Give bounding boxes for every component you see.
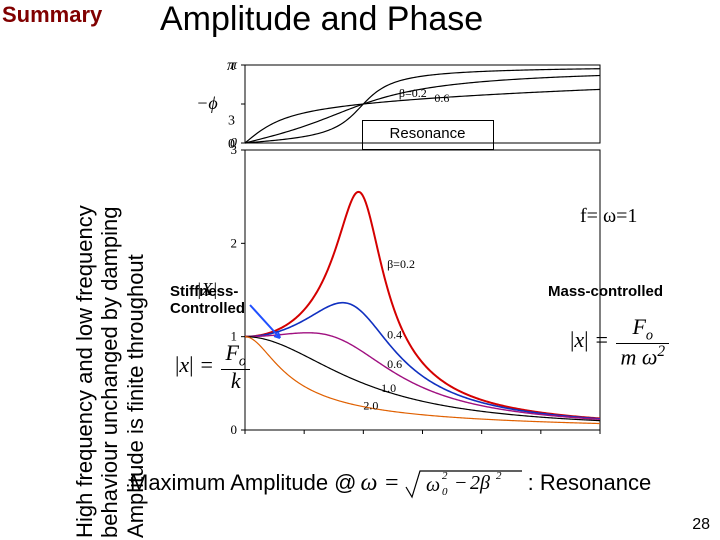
- summary-label: Summary: [2, 2, 102, 28]
- svg-text:π: π: [227, 57, 236, 74]
- svg-text:1.0: 1.0: [381, 381, 396, 395]
- mass-label: Mass-controlled: [548, 283, 663, 300]
- svg-text:−: −: [454, 472, 468, 494]
- svg-text:2β: 2β: [470, 472, 490, 494]
- svg-text:0.6: 0.6: [387, 357, 402, 371]
- page-number: 28: [692, 516, 710, 534]
- svg-text:β=0.2: β=0.2: [387, 257, 415, 271]
- svg-text:0.5: 0.5: [296, 434, 312, 435]
- equation-stiffness: |x| = Fo k: [175, 342, 250, 392]
- svg-text:2: 2: [478, 434, 485, 435]
- omega-expr: ω = ω 0 2 − 2β 2: [361, 463, 524, 503]
- side-line-1: High frequency and low frequency: [72, 58, 97, 538]
- svg-text:2.5: 2.5: [533, 434, 549, 435]
- svg-text:2: 2: [231, 235, 238, 250]
- svg-text:0: 0: [242, 434, 249, 435]
- svg-text:1: 1: [360, 434, 367, 435]
- svg-text:0: 0: [442, 486, 448, 498]
- svg-text:2.0: 2.0: [363, 398, 378, 412]
- side-line-2: behaviour unchanged by damping: [97, 58, 122, 538]
- sqrt-expr: ω 0 2 − 2β 2: [404, 463, 524, 503]
- svg-text:3: 3: [597, 434, 604, 435]
- bottom-suffix: : Resonance: [528, 470, 652, 496]
- svg-text:0.4: 0.4: [387, 327, 402, 341]
- resonance-box: [362, 120, 494, 150]
- page-title: Amplitude and Phase: [160, 0, 483, 39]
- svg-text:ω: ω: [426, 474, 440, 496]
- resonance-condition: Maximum Amplitude @ ω = ω 0 2 − 2β 2 : R…: [130, 463, 651, 503]
- freq-eq-label: f= ω=1: [580, 205, 637, 228]
- svg-text:1.5: 1.5: [414, 434, 430, 435]
- stiffness-label: Stiffness- Controlled: [170, 283, 245, 317]
- svg-text:3: 3: [231, 142, 238, 157]
- svg-text:0: 0: [231, 422, 238, 435]
- svg-text:2: 2: [442, 470, 448, 482]
- bottom-prefix: Maximum Amplitude @: [130, 470, 357, 496]
- svg-text:2: 2: [496, 470, 502, 482]
- svg-text:3: 3: [228, 113, 235, 128]
- equation-mass: |x| = Fo m ω2: [570, 316, 669, 368]
- svg-text:−ϕ: −ϕ: [196, 93, 217, 113]
